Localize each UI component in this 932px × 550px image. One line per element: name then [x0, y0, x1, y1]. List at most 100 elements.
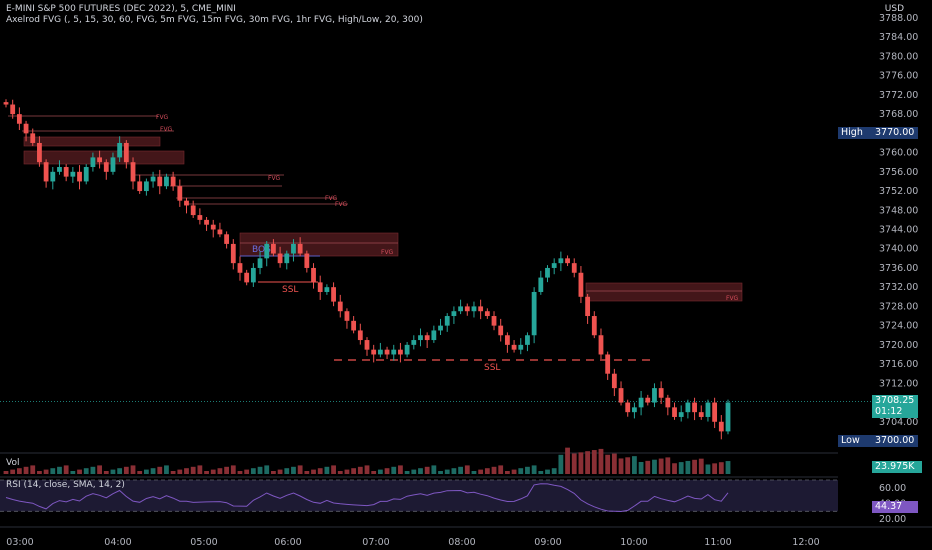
- candle-body: [297, 243, 303, 254]
- volume-bar: [317, 468, 323, 474]
- volume-bar: [725, 461, 731, 474]
- candle-body: [224, 234, 230, 244]
- volume-bar: [184, 468, 189, 474]
- candle-body: [317, 282, 323, 292]
- fvg-label: FVG: [335, 201, 348, 208]
- time-axis-label: 04:00: [104, 537, 131, 548]
- volume-bar: [618, 458, 624, 474]
- price-axis-label: 3776.00: [879, 71, 918, 82]
- volume-bar: [204, 471, 209, 474]
- volume-bar: [652, 459, 657, 474]
- volume-bar: [605, 454, 611, 474]
- volume-bar: [130, 465, 136, 474]
- candle-body: [130, 162, 136, 182]
- volume-bar: [718, 462, 724, 474]
- price-axis-label: 3720.00: [879, 340, 918, 351]
- rsi-pane-label[interactable]: RSI (14, close, SMA, 14, 2): [6, 480, 125, 490]
- volume-pane-label[interactable]: Vol: [6, 458, 20, 468]
- candle-body: [16, 114, 22, 124]
- fvg-label: FVG: [381, 249, 394, 256]
- volume-bar: [377, 469, 383, 474]
- volume-bar: [424, 466, 430, 474]
- candle-body: [351, 320, 357, 331]
- volume-bar: [137, 471, 143, 474]
- price-axis-label: 3788.00: [879, 13, 918, 24]
- candle-body: [578, 272, 584, 297]
- volume-bar: [157, 466, 163, 474]
- volume-bar: [565, 447, 570, 474]
- volume-bar: [331, 465, 336, 474]
- candle-body: [672, 407, 677, 417]
- candle-body: [264, 243, 270, 259]
- candle-body: [398, 349, 403, 355]
- candle-body: [150, 176, 156, 182]
- time-axis-label: 08:00: [448, 537, 475, 548]
- volume-bar: [558, 454, 564, 474]
- volume-bar: [83, 468, 89, 474]
- volume-bar: [471, 471, 477, 474]
- candle-body: [464, 306, 470, 312]
- volume-bar: [551, 468, 557, 474]
- volume-bar: [197, 465, 203, 474]
- fvg-label: FVG: [160, 126, 173, 133]
- price-axis-label: 3780.00: [879, 51, 918, 62]
- candle-body: [571, 263, 577, 273]
- volume-bar: [224, 466, 230, 474]
- candle-body: [357, 330, 363, 341]
- candle-body: [498, 325, 504, 336]
- candle-body: [123, 142, 129, 163]
- fvg-label: FVG: [726, 295, 739, 302]
- volume-bar: [705, 464, 711, 474]
- volume-bar: [57, 466, 62, 474]
- volume-bar: [464, 465, 470, 474]
- volume-bar: [337, 471, 343, 474]
- candle-body: [117, 142, 123, 158]
- high-level-value: 3770.00: [872, 127, 918, 139]
- volume-bar: [598, 448, 604, 474]
- volume-bar: [444, 469, 450, 474]
- volume-bar: [384, 468, 390, 474]
- volume-bar: [418, 468, 423, 474]
- volume-bar: [692, 459, 697, 474]
- volume-bar: [525, 466, 530, 474]
- volume-bar: [244, 469, 250, 474]
- volume-bar: [16, 468, 22, 474]
- volume-bar: [351, 468, 357, 474]
- candle-body: [97, 157, 102, 163]
- indicator-title[interactable]: Axelrod FVG (, 5, 15, 30, 60, FVG, 5m FV…: [6, 15, 423, 25]
- volume-bar: [217, 468, 223, 474]
- volume-bar: [10, 469, 16, 474]
- volume-bar: [77, 469, 82, 474]
- price-axis-label: 3740.00: [879, 244, 918, 255]
- candle-body: [63, 167, 69, 177]
- candle-body: [418, 335, 423, 341]
- volume-bar: [498, 465, 504, 474]
- candle-body: [244, 272, 250, 283]
- candle-body: [518, 344, 524, 350]
- candle-body: [337, 301, 343, 312]
- candle-body: [712, 402, 718, 422]
- candle-body: [698, 412, 704, 417]
- candle-body: [685, 402, 691, 413]
- candle-body: [23, 123, 29, 134]
- candle-body: [404, 344, 410, 355]
- time-axis-label: 09:00: [534, 537, 561, 548]
- price-axis-label: 3724.00: [879, 321, 918, 332]
- candle-body: [291, 243, 296, 254]
- price-axis-label: 3772.00: [879, 90, 918, 101]
- volume-bar: [90, 466, 96, 474]
- price-axis-label: 3704.00: [879, 417, 918, 428]
- volume-bar: [364, 465, 370, 474]
- candle-body: [143, 181, 149, 192]
- volume-bar: [30, 465, 36, 474]
- candle-body: [284, 253, 290, 264]
- volume-bar: [438, 471, 443, 474]
- candle-body: [371, 349, 377, 355]
- candle-body: [525, 335, 530, 345]
- volume-bar: [37, 471, 42, 474]
- candle-body: [538, 277, 544, 292]
- candle-body: [384, 349, 390, 355]
- volume-bar: [250, 468, 256, 474]
- fvg-label: FVG: [268, 175, 281, 182]
